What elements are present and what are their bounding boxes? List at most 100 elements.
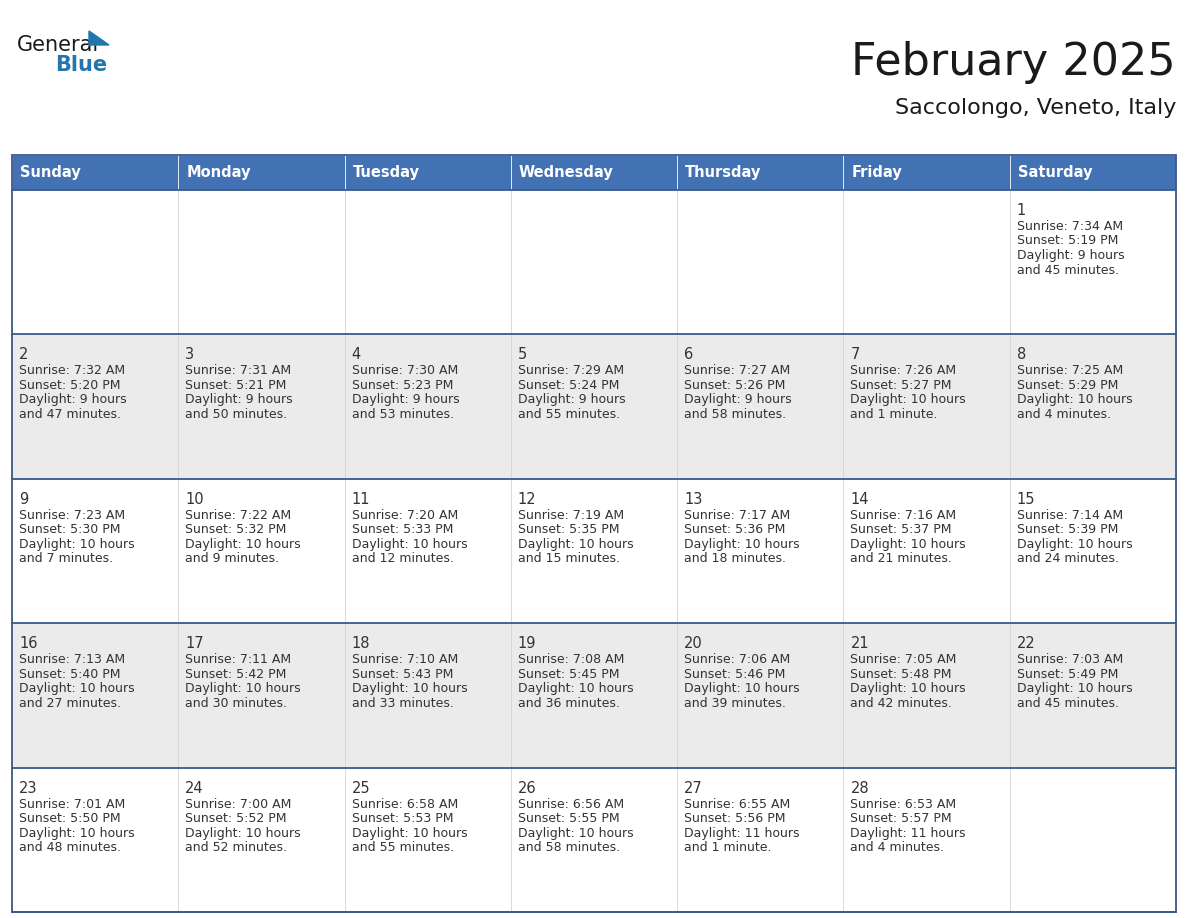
Text: and 4 minutes.: and 4 minutes. [851, 841, 944, 854]
Text: and 15 minutes.: and 15 minutes. [518, 553, 620, 565]
Text: Saccolongo, Veneto, Italy: Saccolongo, Veneto, Italy [895, 98, 1176, 118]
Text: and 1 minute.: and 1 minute. [851, 408, 939, 420]
Text: Daylight: 10 hours: Daylight: 10 hours [19, 682, 134, 695]
Text: 21: 21 [851, 636, 870, 651]
Text: 5: 5 [518, 347, 527, 363]
Bar [1010, 190, 1176, 334]
Bar [843, 767, 1010, 912]
Text: Sunset: 5:27 PM: Sunset: 5:27 PM [851, 379, 952, 392]
Text: and 52 minutes.: and 52 minutes. [185, 841, 287, 854]
Bar [677, 190, 843, 334]
Text: 12: 12 [518, 492, 537, 507]
Bar [178, 767, 345, 912]
Bar [12, 623, 178, 767]
Text: Sunset: 5:52 PM: Sunset: 5:52 PM [185, 812, 286, 825]
Text: Daylight: 10 hours: Daylight: 10 hours [352, 826, 467, 840]
Bar [843, 190, 1010, 334]
Bar [843, 479, 1010, 623]
Text: Daylight: 10 hours: Daylight: 10 hours [851, 394, 966, 407]
Text: 23: 23 [19, 780, 38, 796]
Bar [677, 623, 843, 767]
Bar [12, 767, 178, 912]
Text: Sunset: 5:26 PM: Sunset: 5:26 PM [684, 379, 785, 392]
Text: Daylight: 11 hours: Daylight: 11 hours [851, 826, 966, 840]
Text: Daylight: 10 hours: Daylight: 10 hours [185, 538, 301, 551]
Text: and 48 minutes.: and 48 minutes. [19, 841, 121, 854]
Text: and 18 minutes.: and 18 minutes. [684, 553, 786, 565]
Text: and 4 minutes.: and 4 minutes. [1017, 408, 1111, 420]
Bar [1010, 155, 1176, 190]
Text: Daylight: 10 hours: Daylight: 10 hours [518, 682, 633, 695]
Text: Sunrise: 7:27 AM: Sunrise: 7:27 AM [684, 364, 790, 377]
Text: Sunrise: 7:11 AM: Sunrise: 7:11 AM [185, 654, 291, 666]
Text: Sunrise: 7:00 AM: Sunrise: 7:00 AM [185, 798, 292, 811]
Bar [178, 334, 345, 479]
Text: Sunrise: 7:14 AM: Sunrise: 7:14 AM [1017, 509, 1123, 521]
Text: Sunset: 5:40 PM: Sunset: 5:40 PM [19, 667, 120, 681]
Text: Blue: Blue [55, 55, 107, 75]
Text: Sunset: 5:50 PM: Sunset: 5:50 PM [19, 812, 121, 825]
Bar [843, 623, 1010, 767]
Text: Sunset: 5:36 PM: Sunset: 5:36 PM [684, 523, 785, 536]
Bar [12, 155, 178, 190]
Text: 6: 6 [684, 347, 694, 363]
Bar [345, 334, 511, 479]
Text: Friday: Friday [852, 165, 902, 180]
Text: 7: 7 [851, 347, 860, 363]
Text: and 36 minutes.: and 36 minutes. [518, 697, 620, 710]
Text: and 21 minutes.: and 21 minutes. [851, 553, 953, 565]
Text: 19: 19 [518, 636, 536, 651]
Text: Sunset: 5:49 PM: Sunset: 5:49 PM [1017, 667, 1118, 681]
Text: and 12 minutes.: and 12 minutes. [352, 553, 454, 565]
Bar [511, 767, 677, 912]
Text: Tuesday: Tuesday [353, 165, 419, 180]
Text: Sunset: 5:48 PM: Sunset: 5:48 PM [851, 667, 952, 681]
Bar [345, 479, 511, 623]
Text: Sunset: 5:35 PM: Sunset: 5:35 PM [518, 523, 619, 536]
Text: Daylight: 9 hours: Daylight: 9 hours [1017, 249, 1124, 262]
Bar [677, 334, 843, 479]
Text: 11: 11 [352, 492, 371, 507]
Text: Daylight: 10 hours: Daylight: 10 hours [19, 538, 134, 551]
Text: Sunset: 5:57 PM: Sunset: 5:57 PM [851, 812, 952, 825]
Text: February 2025: February 2025 [852, 40, 1176, 84]
Text: Daylight: 9 hours: Daylight: 9 hours [352, 394, 460, 407]
Bar [178, 190, 345, 334]
Text: Daylight: 10 hours: Daylight: 10 hours [851, 538, 966, 551]
Text: Daylight: 10 hours: Daylight: 10 hours [1017, 538, 1132, 551]
Text: Daylight: 10 hours: Daylight: 10 hours [851, 682, 966, 695]
Text: and 1 minute.: and 1 minute. [684, 841, 772, 854]
Bar [12, 155, 1176, 912]
Bar [345, 623, 511, 767]
Text: Sunrise: 7:01 AM: Sunrise: 7:01 AM [19, 798, 125, 811]
Bar [12, 479, 178, 623]
Text: Daylight: 10 hours: Daylight: 10 hours [19, 826, 134, 840]
Text: Sunrise: 7:05 AM: Sunrise: 7:05 AM [851, 654, 956, 666]
Text: Sunrise: 7:31 AM: Sunrise: 7:31 AM [185, 364, 291, 377]
Bar [178, 479, 345, 623]
Text: Sunset: 5:23 PM: Sunset: 5:23 PM [352, 379, 453, 392]
Text: Daylight: 10 hours: Daylight: 10 hours [352, 538, 467, 551]
Text: Sunrise: 7:29 AM: Sunrise: 7:29 AM [518, 364, 624, 377]
Text: Daylight: 9 hours: Daylight: 9 hours [185, 394, 293, 407]
Text: Sunrise: 7:26 AM: Sunrise: 7:26 AM [851, 364, 956, 377]
Text: 22: 22 [1017, 636, 1036, 651]
Text: Daylight: 10 hours: Daylight: 10 hours [684, 682, 800, 695]
Text: Daylight: 10 hours: Daylight: 10 hours [185, 826, 301, 840]
Text: 20: 20 [684, 636, 703, 651]
Text: Sunset: 5:55 PM: Sunset: 5:55 PM [518, 812, 619, 825]
Text: Daylight: 9 hours: Daylight: 9 hours [518, 394, 626, 407]
Text: 26: 26 [518, 780, 537, 796]
Text: Saturday: Saturday [1018, 165, 1092, 180]
Text: Sunset: 5:43 PM: Sunset: 5:43 PM [352, 667, 453, 681]
Text: 25: 25 [352, 780, 371, 796]
Text: Sunrise: 7:23 AM: Sunrise: 7:23 AM [19, 509, 125, 521]
Bar [843, 334, 1010, 479]
Bar [511, 155, 677, 190]
Text: Sunset: 5:56 PM: Sunset: 5:56 PM [684, 812, 785, 825]
Text: and 58 minutes.: and 58 minutes. [518, 841, 620, 854]
Text: Sunrise: 6:55 AM: Sunrise: 6:55 AM [684, 798, 790, 811]
Text: Sunrise: 7:25 AM: Sunrise: 7:25 AM [1017, 364, 1123, 377]
Text: and 55 minutes.: and 55 minutes. [352, 841, 454, 854]
Text: 10: 10 [185, 492, 204, 507]
